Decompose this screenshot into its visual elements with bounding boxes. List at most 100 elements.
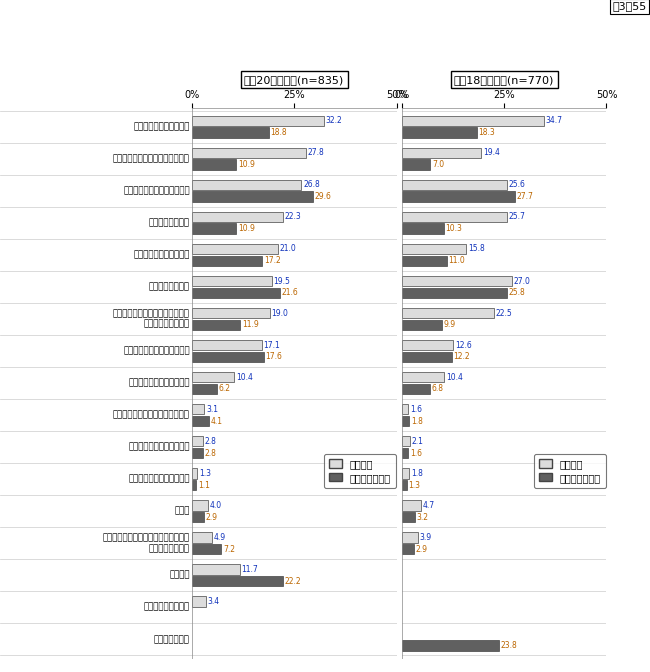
Text: 27.7: 27.7 xyxy=(517,192,534,201)
Text: 22.2: 22.2 xyxy=(284,577,301,586)
Bar xyxy=(192,212,283,222)
Text: 2.9: 2.9 xyxy=(415,544,427,554)
Text: 警察との応対の手助け、付き添い: 警察との応対の手助け、付き添い xyxy=(113,155,190,163)
Text: 22.3: 22.3 xyxy=(285,212,302,222)
Bar xyxy=(192,276,272,286)
Bar xyxy=(192,416,209,426)
Text: 9.9: 9.9 xyxy=(444,321,456,329)
Bar xyxy=(402,212,507,222)
Text: 精神的自立への励まし・支援: 精神的自立への励まし・支援 xyxy=(124,347,190,355)
Text: 事件についての相談相手: 事件についての相談相手 xyxy=(133,122,190,131)
Text: 11.9: 11.9 xyxy=(242,321,259,329)
Bar xyxy=(402,148,481,158)
Bar xyxy=(192,384,217,394)
Bar xyxy=(192,224,237,234)
Bar xyxy=(192,179,302,190)
Bar xyxy=(402,404,408,415)
Text: 19.0: 19.0 xyxy=(271,308,288,318)
Text: 18.3: 18.3 xyxy=(478,128,495,137)
Text: 6.8: 6.8 xyxy=(431,384,443,394)
Text: 3.4: 3.4 xyxy=(207,597,220,606)
Text: 2.8: 2.8 xyxy=(205,437,216,446)
Bar xyxy=(192,448,203,458)
Bar xyxy=(402,384,430,394)
Text: その他: その他 xyxy=(174,507,190,515)
Text: そっとしておいてもらうこと: そっとしておいてもらうこと xyxy=(124,186,190,196)
Bar xyxy=(192,564,240,575)
Text: 26.8: 26.8 xyxy=(303,180,320,190)
Legend: 事件直後, 半年程度経過後: 事件直後, 半年程度経過後 xyxy=(534,454,606,488)
Text: 27.0: 27.0 xyxy=(514,276,531,286)
Text: 18.8: 18.8 xyxy=(270,128,287,137)
Bar xyxy=(402,512,415,522)
Text: 嘶3－55: 嘶3－55 xyxy=(612,1,647,11)
Bar xyxy=(402,320,442,330)
Text: 4.0: 4.0 xyxy=(210,501,222,510)
Bar xyxy=(402,192,515,202)
Text: 6.2: 6.2 xyxy=(219,384,231,394)
Text: 報道機関との応対の手助け: 報道機関との応対の手助け xyxy=(128,474,190,484)
Text: 周囲からの支援よりも行政主導による
公的な支援が重要: 周囲からの支援よりも行政主導による 公的な支援が重要 xyxy=(103,534,190,553)
Text: 12.2: 12.2 xyxy=(453,352,470,362)
Text: 17.1: 17.1 xyxy=(263,341,280,349)
Bar xyxy=(192,148,306,158)
Text: 1.6: 1.6 xyxy=(410,405,422,414)
Bar xyxy=(402,436,410,446)
Text: 支援団体、自助グループ等の紹介: 支援団体、自助グループ等の紹介 xyxy=(113,411,190,419)
Text: 10.9: 10.9 xyxy=(238,160,255,169)
Bar xyxy=(402,179,506,190)
Text: 4.9: 4.9 xyxy=(213,533,226,542)
Bar xyxy=(192,532,212,542)
Bar xyxy=(192,320,240,330)
Text: 2.1: 2.1 xyxy=(412,437,424,446)
Bar xyxy=(192,192,313,202)
Bar xyxy=(402,244,467,254)
Text: 10.4: 10.4 xyxy=(446,372,463,382)
Bar xyxy=(402,480,407,491)
Text: 21.6: 21.6 xyxy=(282,288,298,297)
Bar xyxy=(402,224,444,234)
Bar xyxy=(192,596,205,607)
Bar xyxy=(402,276,512,286)
Text: 11.0: 11.0 xyxy=(448,256,465,265)
Text: 25.7: 25.7 xyxy=(508,212,525,222)
Bar xyxy=(192,468,197,478)
Bar xyxy=(192,500,208,511)
Bar xyxy=(402,116,544,126)
Bar xyxy=(192,255,262,266)
Bar xyxy=(402,532,418,542)
Text: 3.1: 3.1 xyxy=(206,405,218,414)
Bar xyxy=(192,116,324,126)
Bar xyxy=(192,404,205,415)
Text: 家族の介護、子どもの世話: 家族の介護、子どもの世話 xyxy=(128,378,190,388)
Bar xyxy=(402,640,499,650)
Bar xyxy=(192,244,278,254)
Text: 3.9: 3.9 xyxy=(419,533,432,542)
Bar xyxy=(402,448,408,458)
Bar xyxy=(402,500,421,511)
Bar xyxy=(192,351,264,362)
Text: 2.9: 2.9 xyxy=(205,513,217,521)
Bar xyxy=(402,468,409,478)
Text: 12.6: 12.6 xyxy=(455,341,472,349)
Bar xyxy=(402,288,508,298)
Text: 1.8: 1.8 xyxy=(411,469,422,478)
Text: 1.3: 1.3 xyxy=(409,480,421,490)
Bar xyxy=(402,372,445,382)
Bar xyxy=(402,128,476,138)
Text: 19.4: 19.4 xyxy=(483,149,500,157)
Text: 4.1: 4.1 xyxy=(210,417,222,425)
Bar xyxy=(192,436,203,446)
Bar xyxy=(192,308,270,319)
Text: 日常的な話し相手: 日常的な話し相手 xyxy=(149,282,190,292)
Bar xyxy=(402,351,452,362)
Text: 34.7: 34.7 xyxy=(545,116,562,125)
Text: 23.8: 23.8 xyxy=(500,641,517,650)
Text: 25.6: 25.6 xyxy=(508,180,525,190)
Text: 生活全般の手伝い（買い物等身の
回りのことを含む）: 生活全般の手伝い（買い物等身の 回りのことを含む） xyxy=(113,309,190,329)
Text: あてはまらない: あてはまらない xyxy=(154,635,190,644)
Text: 4.7: 4.7 xyxy=(422,501,435,510)
Bar xyxy=(402,308,494,319)
Bar xyxy=(402,340,453,350)
Title: 平成20年度　　(n=835): 平成20年度 (n=835) xyxy=(244,75,344,85)
